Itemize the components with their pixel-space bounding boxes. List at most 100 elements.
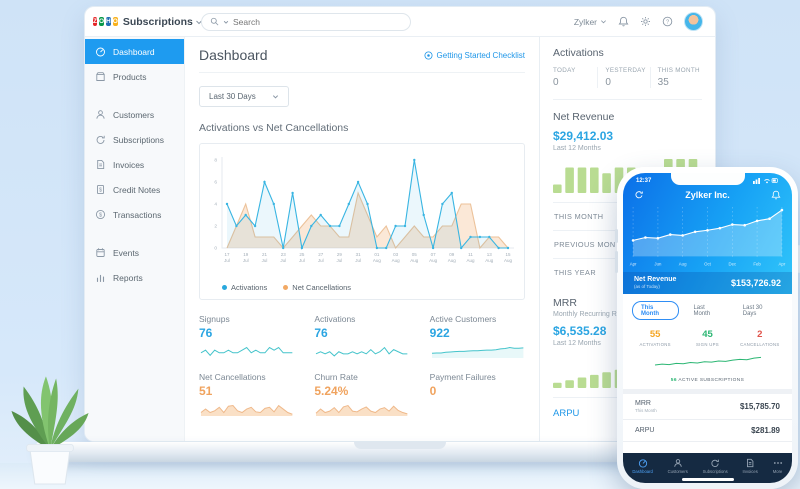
activations-this-month: THIS MONTH 35 <box>649 67 702 88</box>
chart-title: Activations vs Net Cancellations <box>199 122 349 134</box>
sidebar-item-customers[interactable]: Customers <box>85 102 184 127</box>
org-switcher[interactable]: Zylker <box>574 17 607 27</box>
activations-legend-dot <box>222 285 227 290</box>
sidebar-item-reports[interactable]: Reports <box>85 265 184 290</box>
settings-gear-icon[interactable] <box>640 16 651 27</box>
row-label: MRR <box>635 399 651 407</box>
chevron-down-icon <box>600 18 607 25</box>
kpi-label: CANCELLATIONS <box>740 341 780 347</box>
svg-text:17: 17 <box>224 252 230 257</box>
invoice-document-icon <box>95 159 106 170</box>
search-input[interactable] <box>233 16 402 27</box>
svg-text:Jul: Jul <box>224 258 230 263</box>
svg-text:Aug: Aug <box>410 258 419 263</box>
kpi-signups[interactable]: Signups 76 <box>199 314 294 360</box>
svg-text:11: 11 <box>468 252 473 257</box>
nav-invoices[interactable]: Invoices <box>742 458 758 474</box>
tab-last-30-days[interactable]: Last 30 Days <box>742 304 763 317</box>
svg-text:Jul: Jul <box>262 258 268 263</box>
org-name: Zylker <box>573 16 597 27</box>
svg-text:Apr: Apr <box>779 261 786 266</box>
top-bar: Z O H O Subscriptions Zylker <box>85 7 715 37</box>
product-name: Subscriptions <box>122 15 193 28</box>
svg-text:07: 07 <box>431 252 437 257</box>
sidebar-item-dashboard[interactable]: Dashboard <box>85 39 184 64</box>
svg-text:Jul: Jul <box>280 258 286 263</box>
row-label: ARPU <box>635 426 655 434</box>
kpi-label: Activations <box>314 314 356 324</box>
svg-text:31: 31 <box>356 252 362 257</box>
svg-text:05: 05 <box>412 252 418 257</box>
active-subs-label: ACTIVE SUBSCRIPTIONS <box>678 377 745 383</box>
svg-text:27: 27 <box>318 252 324 257</box>
search-icon <box>210 17 219 26</box>
date-range-dropdown[interactable]: Last 30 Days <box>199 86 289 107</box>
mrr-period: Last 12 Months <box>553 340 601 347</box>
phone-side-button <box>615 229 618 243</box>
net-revenue-value: $29,412.03 <box>553 129 614 143</box>
nav-dashboard[interactable]: Dashboard <box>632 458 653 474</box>
nav-customers[interactable]: Customers <box>667 458 688 474</box>
svg-text:13: 13 <box>487 252 493 257</box>
cancellations-legend-dot <box>283 285 289 290</box>
line-chart-canvas: 0246817Jul19Jul21Jul23Jul25Jul27Jul29Jul… <box>214 157 514 263</box>
nav-label: Dashboard <box>632 469 653 474</box>
refresh-icon[interactable] <box>634 190 644 200</box>
kpi-activations[interactable]: Activations 76 <box>314 314 409 360</box>
kpi-net-cancellations[interactable]: Net Cancellations 51 <box>199 372 294 418</box>
sidebar-item-label: Customers <box>113 109 155 120</box>
zoho-logo-tile: O <box>98 17 105 26</box>
laptop-screen: Z O H O Subscriptions Zylker <box>84 6 716 442</box>
kpi-churn-rate[interactable]: Churn Rate 5.24% <box>314 372 409 418</box>
phone-arpu-row[interactable]: ARPU $281.89 <box>623 420 792 442</box>
sidebar-item-transactions[interactable]: $ Transactions <box>85 202 184 227</box>
tab-this-month[interactable]: This Month <box>632 301 680 321</box>
svg-text:Aug: Aug <box>373 258 382 263</box>
sidebar-group-gap <box>85 227 184 240</box>
stat-period-value: 0 <box>553 77 559 88</box>
svg-text:Aug: Aug <box>448 258 457 263</box>
user-avatar[interactable] <box>684 12 703 31</box>
credit-note-icon: $ <box>95 184 106 195</box>
sidebar-item-subscriptions[interactable]: Subscriptions <box>85 127 184 152</box>
phone-net-revenue-label: Net Revenue <box>634 276 677 284</box>
svg-text:21: 21 <box>262 252 268 257</box>
checklist-progress-icon <box>424 50 433 60</box>
getting-started-checklist-link[interactable]: Getting Started Checklist <box>424 51 525 60</box>
phone-mockup: 12:37 Zylker Inc. Apr Jun Aug Oct Dec Feb Apr <box>615 167 800 489</box>
search-box[interactable] <box>201 12 411 31</box>
sidebar-group-gap <box>85 89 184 102</box>
zoho-logo-tile: Z <box>93 17 97 26</box>
sidebar-item-invoices[interactable]: Invoices <box>85 152 184 177</box>
phone-home-indicator <box>681 477 734 481</box>
kpi-label: Churn Rate <box>314 372 358 382</box>
notifications-bell-icon[interactable] <box>771 190 781 200</box>
kpi-label: Payment Failures <box>429 372 496 382</box>
svg-text:Jul: Jul <box>243 258 249 263</box>
phone-org-title: Zylker Inc. <box>685 190 730 200</box>
nav-label: Customers <box>667 469 688 474</box>
row-value: $281.89 <box>751 425 780 435</box>
checklist-label: Getting Started Checklist <box>436 50 525 60</box>
kpi-grid: Signups 76 Activations 76 Active Custome… <box>199 314 525 418</box>
zoho-logo-tile: O <box>112 17 118 26</box>
kpi-payment-failures[interactable]: Payment Failures 0 <box>430 372 525 418</box>
stat-period-value: 0 <box>605 77 611 88</box>
app-logo[interactable]: Z O H O Subscriptions <box>93 16 202 28</box>
sidebar-item-credit-notes[interactable]: $ Credit Notes <box>85 177 184 202</box>
notifications-bell-icon[interactable] <box>618 16 629 27</box>
kpi-value: 51 <box>199 384 213 398</box>
help-icon[interactable]: ? <box>662 16 673 27</box>
sidebar-item-events[interactable]: Events <box>85 240 184 265</box>
nav-subscriptions[interactable]: Subscriptions <box>703 458 728 474</box>
phone-mrr-row[interactable]: MRR This Month $15,785.70 <box>623 394 792 420</box>
laptop-base <box>36 442 764 462</box>
sidebar-item-products[interactable]: Products <box>85 64 184 89</box>
main-content: Dashboard Getting Started Checklist Last… <box>185 37 539 441</box>
tab-last-month[interactable]: Last Month <box>693 304 711 317</box>
nav-more[interactable]: More <box>773 458 783 474</box>
search-scope-caret-icon[interactable] <box>223 19 229 25</box>
svg-text:$: $ <box>99 213 103 219</box>
chevron-down-icon[interactable] <box>195 18 203 26</box>
kpi-active-customers[interactable]: Active Customers 922 <box>430 314 525 360</box>
